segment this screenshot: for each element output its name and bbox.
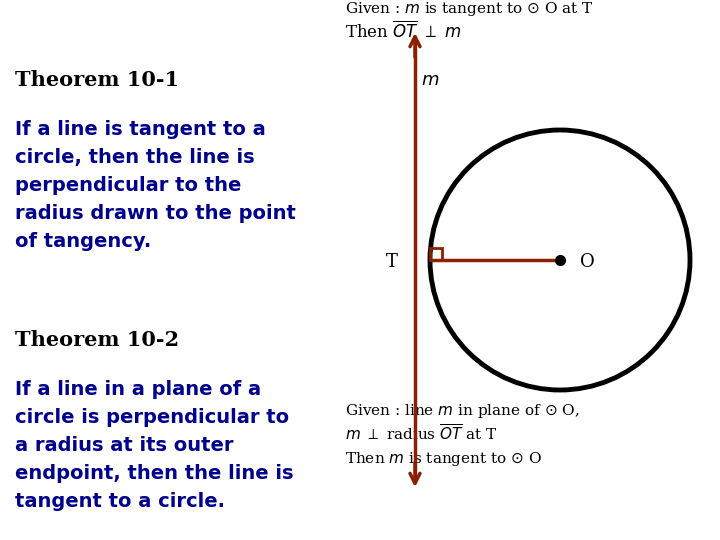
- Text: T: T: [386, 253, 398, 271]
- Text: $m$: $m$: [421, 71, 439, 89]
- Text: If a line in a plane of a
circle is perpendicular to
a radius at its outer
endpo: If a line in a plane of a circle is perp…: [15, 380, 294, 511]
- Text: Then $\overline{OT}$ $\perp$ $m$: Then $\overline{OT}$ $\perp$ $m$: [345, 21, 462, 42]
- Text: Given : $m$ is tangent to $\odot$ O at T: Given : $m$ is tangent to $\odot$ O at T: [345, 0, 593, 18]
- Text: Theorem 10-1: Theorem 10-1: [15, 70, 179, 90]
- Text: Theorem 10-2: Theorem 10-2: [15, 330, 179, 350]
- Bar: [430, 248, 442, 260]
- Text: If a line is tangent to a
circle, then the line is
perpendicular to the
radius d: If a line is tangent to a circle, then t…: [15, 120, 296, 251]
- Text: O: O: [580, 253, 595, 271]
- Text: Given : line $m$ in plane of $\odot$ O,: Given : line $m$ in plane of $\odot$ O,: [345, 402, 580, 420]
- Text: $m$ $\perp$ radius $\overline{OT}$ at T: $m$ $\perp$ radius $\overline{OT}$ at T: [345, 424, 498, 444]
- Text: Then $m$ is tangent to $\odot$ O: Then $m$ is tangent to $\odot$ O: [345, 450, 542, 468]
